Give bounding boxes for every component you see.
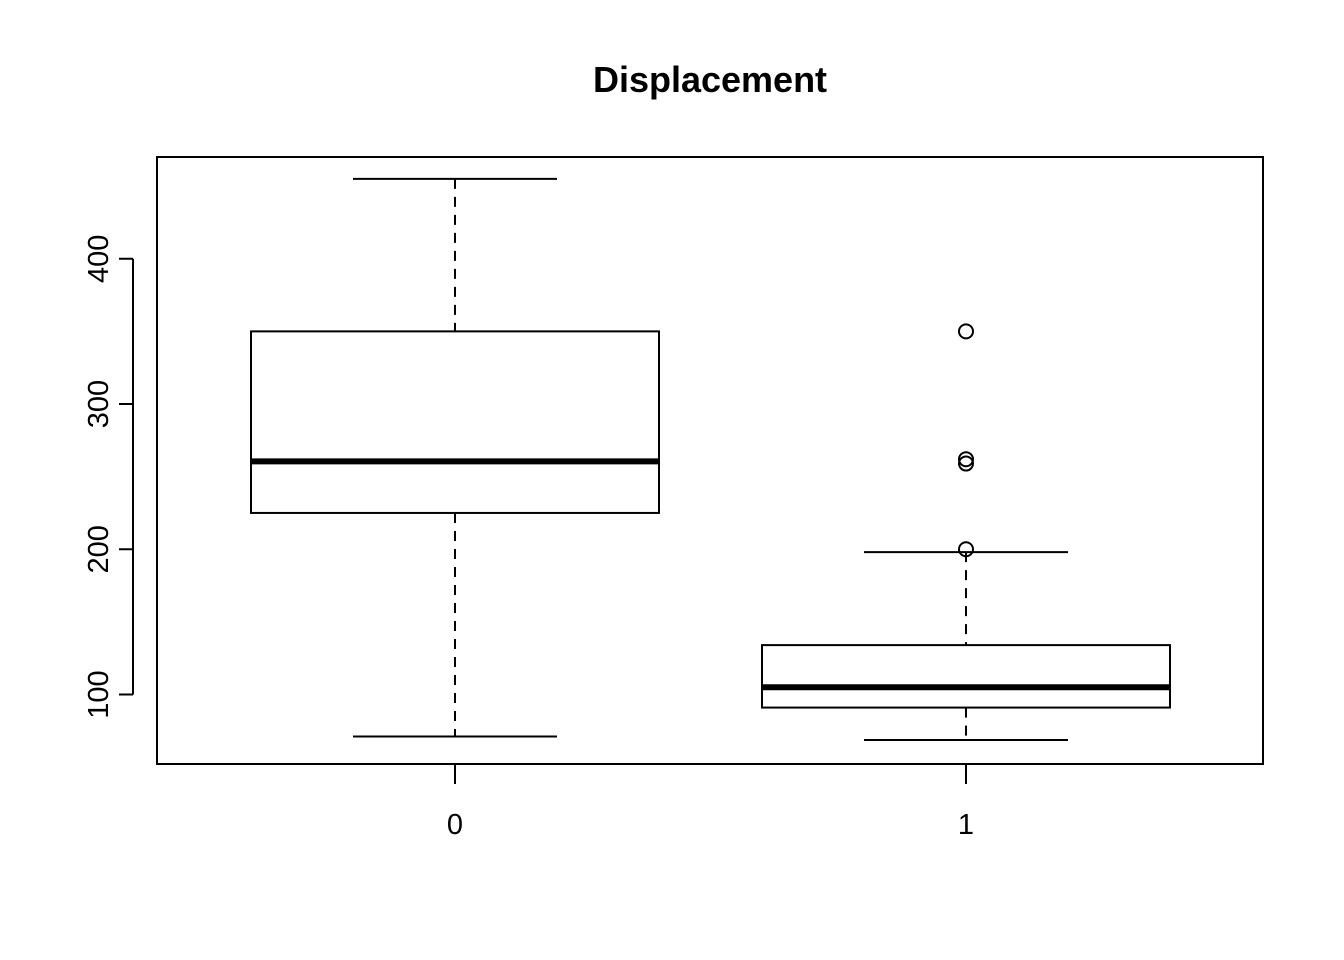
- chart-title: Displacement: [593, 59, 827, 100]
- outlier-point: [958, 541, 974, 558]
- boxes-layer: [250, 177, 1171, 741]
- x-tick-label: 1: [958, 809, 974, 841]
- y-tick-label: 300: [83, 380, 115, 428]
- box-group: [761, 323, 1171, 741]
- y-axis: 100 200 300 400: [83, 235, 134, 719]
- y-tick-label: 200: [83, 525, 115, 573]
- y-tick-label: 400: [83, 235, 115, 283]
- y-tick-label: 100: [83, 670, 115, 718]
- box-group: [250, 177, 660, 738]
- x-tick-label: 0: [447, 809, 463, 841]
- outlier-point: [958, 455, 974, 472]
- outlier-point: [958, 323, 974, 340]
- plot-frame: [156, 156, 1264, 765]
- iqr-box: [250, 330, 660, 514]
- outlier-point: [958, 451, 974, 468]
- iqr-box: [761, 644, 1171, 709]
